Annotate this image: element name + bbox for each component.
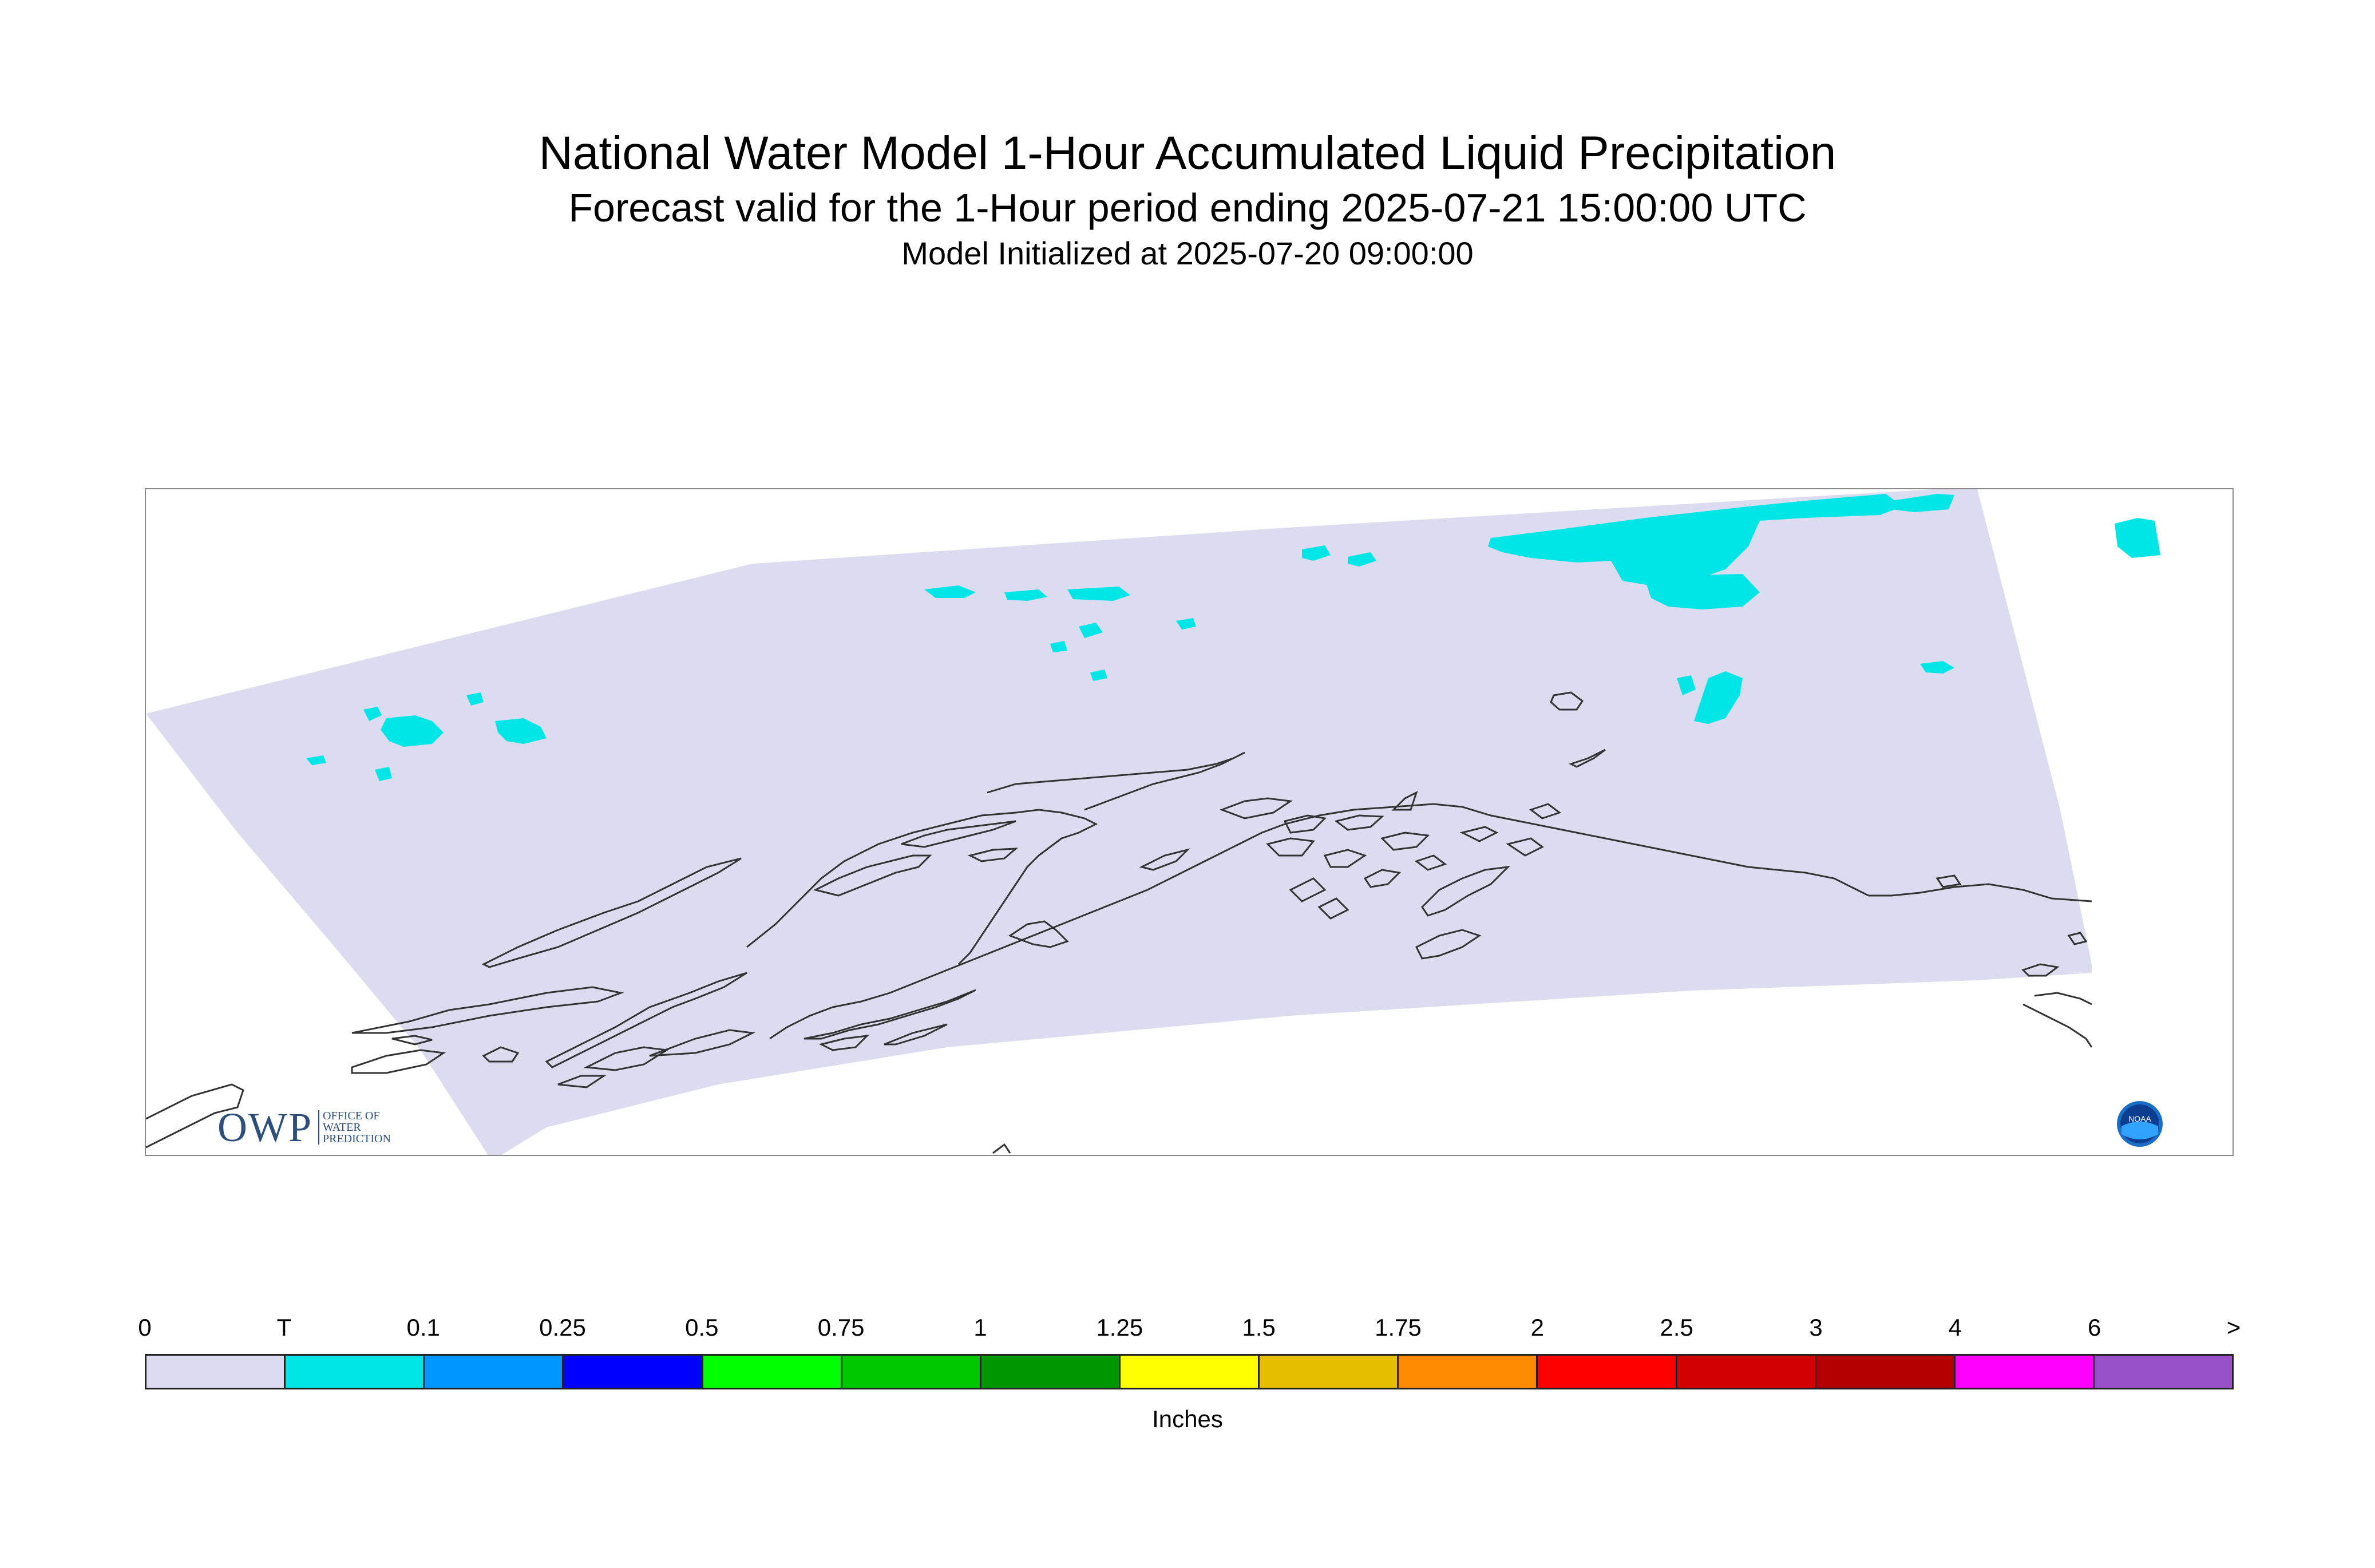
legend-tick-label: 1.75: [1375, 1314, 1422, 1341]
legend-swatch: [147, 1356, 286, 1388]
legend-swatch: [1399, 1356, 1538, 1388]
owp-logo: OWP OFFICE OF WATER PREDICTION: [217, 1104, 391, 1150]
owp-logo-text: OWP: [217, 1104, 312, 1150]
legend-swatch: [1260, 1356, 1399, 1388]
legend-tick-labels: 0 T 0.1 0.25 0.5 0.75 1 1.25 1.5 1.75 2 2.5 3 4 6 >: [138, 1312, 2241, 1344]
legend-tick-label: 1.5: [1242, 1314, 1276, 1341]
legend-swatch: [564, 1356, 703, 1388]
legend-tick-label: 0: [138, 1314, 152, 1341]
legend-tick-label: >: [2226, 1314, 2241, 1341]
legend-swatch: [2094, 1356, 2232, 1388]
legend-units: Inches: [1152, 1405, 1223, 1432]
legend-tick-label: 2.5: [1660, 1314, 1693, 1341]
map-svg: [146, 489, 2160, 1155]
coastline: [146, 691, 2093, 1154]
legend-tick-label: 0.75: [817, 1314, 865, 1341]
noaa-logo: NOAA: [2117, 1101, 2163, 1147]
model-init-time: Model Initialized at 2025-07-20 09:00:00: [901, 235, 1474, 271]
map-subtitle: Forecast valid for the 1-Hour period end…: [568, 185, 1807, 230]
legend-tick-label: 3: [1809, 1314, 1823, 1341]
legend-tick-label: T: [276, 1314, 292, 1341]
legend-swatch: [1677, 1356, 1816, 1388]
legend-swatch: [1538, 1356, 1677, 1388]
legend-swatch: [1120, 1356, 1260, 1388]
map-title: National Water Model 1-Hour Accumulated …: [539, 127, 1836, 179]
legend-tick-label: 6: [2087, 1314, 2101, 1341]
legend-tick-label: 0.5: [685, 1314, 719, 1341]
legend-tick-label: 0.25: [539, 1314, 586, 1341]
legend-colorbar: [145, 1354, 2234, 1389]
model-domain-area: [146, 489, 2092, 1155]
legend-tick-label: 2: [1530, 1314, 1545, 1341]
legend-swatch: [842, 1356, 981, 1388]
legend-tick-label: 4: [1948, 1314, 1962, 1341]
legend-tick-label: 1: [973, 1314, 987, 1341]
precip-trace-areas: [306, 494, 2160, 781]
legend-tick-label: 1.25: [1096, 1314, 1143, 1341]
legend-swatch: [981, 1356, 1121, 1388]
noaa-logo-text: NOAA: [2128, 1114, 2151, 1123]
legend-swatch: [1816, 1356, 1956, 1388]
legend-swatch: [703, 1356, 842, 1388]
legend-swatch: [425, 1356, 564, 1388]
owp-logo-subtext: OFFICE OF WATER PREDICTION: [318, 1110, 391, 1145]
legend-tick-label: 0.1: [406, 1314, 440, 1341]
legend-swatch: [286, 1356, 425, 1388]
map-panel: [145, 488, 2234, 1156]
legend-swatch: [1955, 1356, 2095, 1388]
title-block: National Water Model 1-Hour Accumulated …: [0, 126, 2375, 274]
